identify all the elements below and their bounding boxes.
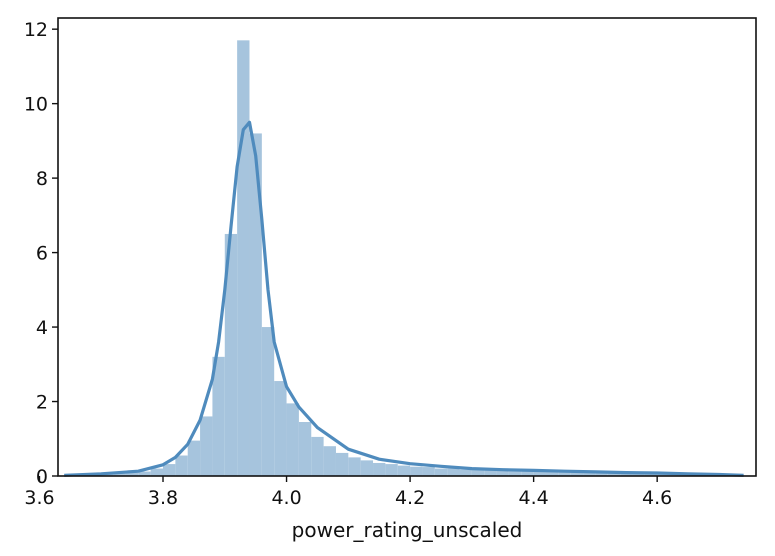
histogram-bar xyxy=(224,233,238,476)
histogram-bar xyxy=(508,470,522,476)
histogram-bar xyxy=(150,468,164,476)
histogram-bar xyxy=(570,472,584,476)
histogram-bar xyxy=(632,473,645,476)
y-axis-ticks: 0 2 4 6 8 10 12 xyxy=(24,19,58,488)
histogram-bar xyxy=(385,464,398,476)
histogram-bar xyxy=(434,468,448,476)
axes-frame xyxy=(57,17,757,477)
x-axis-ticks: 3.6 3.8 4.0 4.2 4.4 4.6 xyxy=(24,476,672,509)
y-tick-label: 0 xyxy=(36,466,48,488)
histogram-bar xyxy=(397,465,411,476)
histogram-bar xyxy=(113,473,126,476)
x-tick-label: 3.8 xyxy=(148,487,178,509)
histogram-bar xyxy=(249,133,262,476)
histogram-bar xyxy=(125,472,139,476)
histogram-bar xyxy=(323,446,336,476)
x-tick-label: 4.2 xyxy=(395,487,425,509)
x-axis-label: power_rating_unscaled xyxy=(292,518,523,542)
histogram-bar xyxy=(459,469,472,476)
y-tick-label: 4 xyxy=(36,317,48,339)
histogram-bar xyxy=(360,460,374,476)
histogram-bar xyxy=(644,473,658,476)
histogram-bar xyxy=(200,416,213,476)
histogram-bar xyxy=(410,466,423,476)
histogram-bar xyxy=(138,471,151,476)
x-tick-label: 4.0 xyxy=(271,487,301,509)
y-tick-label: 6 xyxy=(36,243,48,265)
histogram-bar xyxy=(187,440,201,476)
y-tick-label: 8 xyxy=(36,168,48,190)
histogram-bar xyxy=(620,473,633,476)
histogram-bar xyxy=(311,436,324,476)
histogram-bar xyxy=(212,356,225,476)
histogram-bar xyxy=(175,455,188,476)
kde-curve xyxy=(64,120,744,477)
histogram-bar xyxy=(447,468,460,476)
histogram-bar xyxy=(607,473,621,476)
y-tick-label: 12 xyxy=(24,19,48,41)
histogram-bar xyxy=(274,381,287,476)
histogram-bar xyxy=(237,40,250,477)
histogram-bar xyxy=(298,422,312,476)
x-tick-label: 3.6 xyxy=(24,487,54,509)
histogram-bar xyxy=(471,470,485,476)
x-tick-label: 4.4 xyxy=(519,487,549,509)
histogram-bar xyxy=(335,452,349,476)
histogram-bar xyxy=(163,464,176,476)
histogram-bar xyxy=(595,473,608,476)
histogram-bar xyxy=(533,470,546,476)
histogram-bar xyxy=(373,462,386,476)
histogram-bar xyxy=(558,471,571,476)
histogram-bar xyxy=(286,403,299,476)
histogram-bar xyxy=(348,457,361,476)
histogram-bar xyxy=(583,472,596,476)
histogram-bar xyxy=(261,327,275,476)
histogram-bar xyxy=(496,470,509,476)
histogram-bar xyxy=(422,467,435,476)
y-tick-label: 2 xyxy=(36,392,48,414)
histogram-bar xyxy=(521,470,534,476)
histogram-bar xyxy=(545,471,559,476)
histogram-bars xyxy=(64,40,744,477)
histogram-bar xyxy=(484,470,497,476)
x-tick-label: 4.6 xyxy=(642,487,672,509)
y-tick-label: 10 xyxy=(24,94,48,116)
